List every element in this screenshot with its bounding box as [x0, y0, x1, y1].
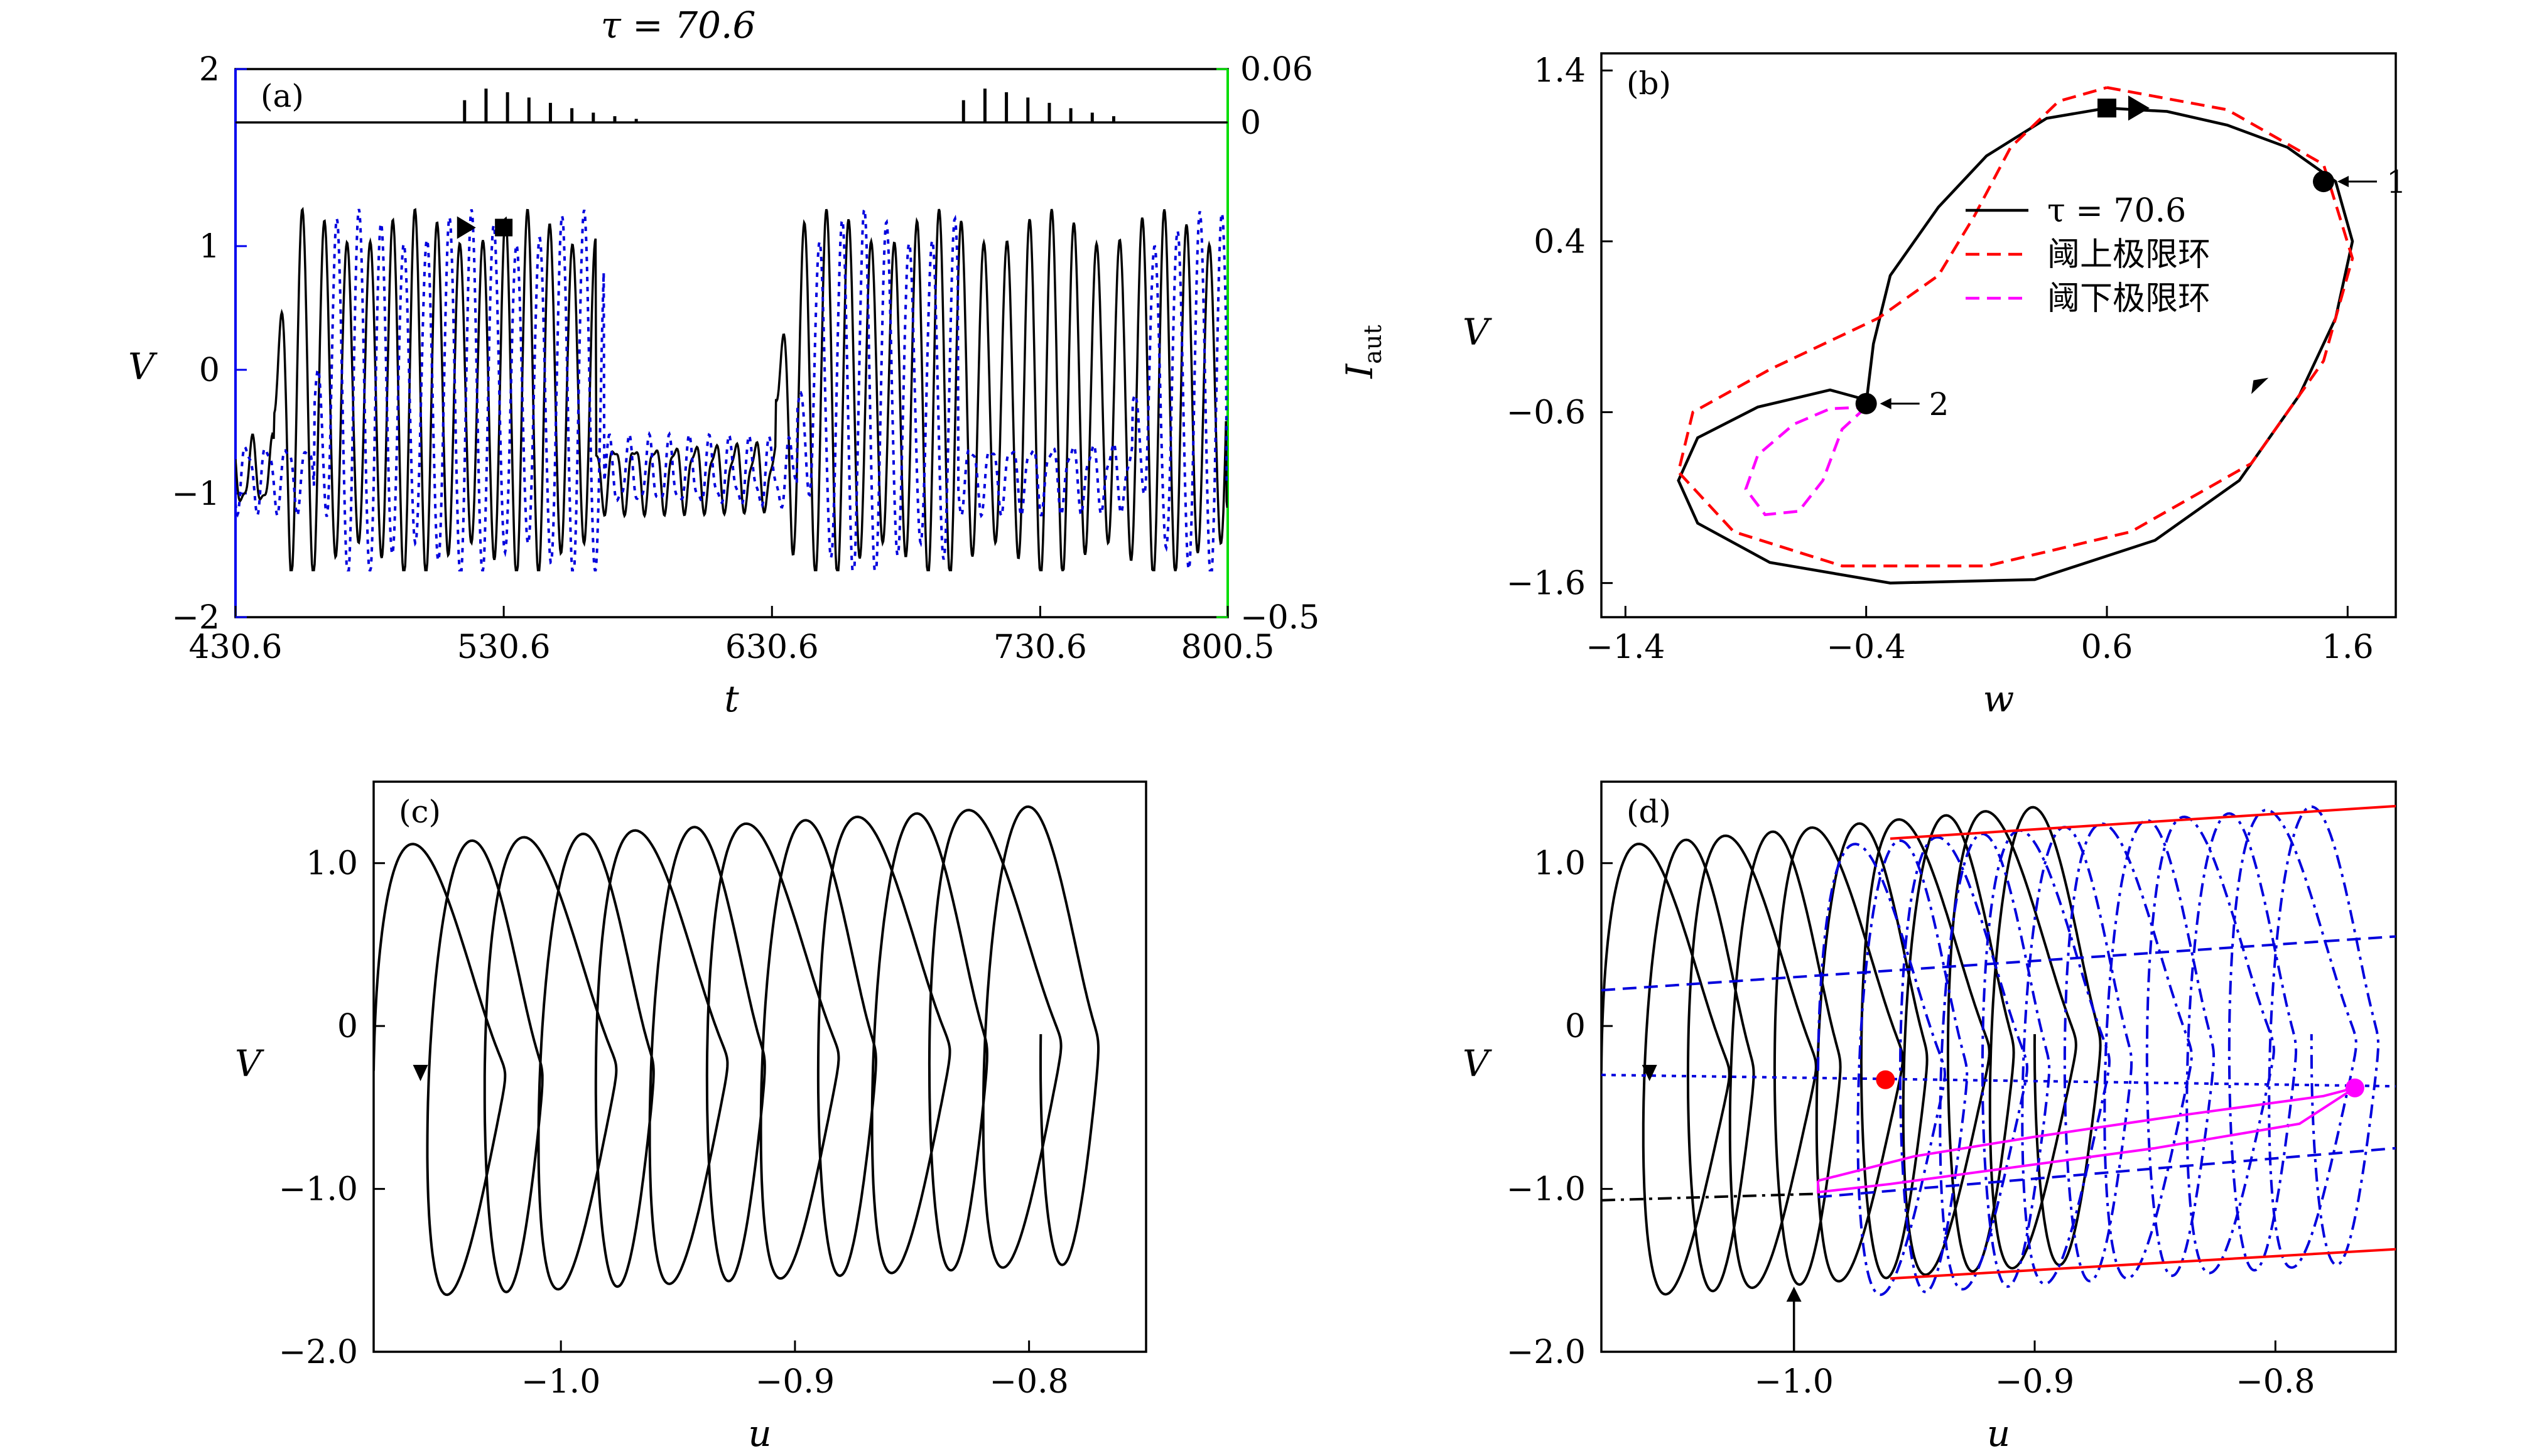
- panel-b-point-label: 1: [2386, 164, 2406, 200]
- panel-b-point-2: [1855, 392, 1877, 414]
- panel-c-frame: [372, 780, 1147, 1353]
- panel-c-xtick-label: −1.0: [521, 1363, 600, 1401]
- panel-c-ylabel: V: [235, 1042, 264, 1085]
- panel-b-xtick-label: −0.4: [1827, 628, 1906, 666]
- panel-d-ytick-label: −2.0: [1507, 1334, 1586, 1371]
- panel-b-ytick-label: −1.6: [1507, 565, 1586, 603]
- panel-d: (d) −1.0 −0.9 −0.8 −2.0 −1.0 0 1.0 Vu: [1463, 780, 2397, 1455]
- panel-b-ylabel: V: [1463, 311, 1492, 353]
- panel-d-bottom-arrowhead: [1786, 1286, 1802, 1302]
- panel-a-xtick-label: 530.6: [457, 628, 551, 666]
- panel-d-frame: [1600, 780, 2397, 1353]
- panel-a-label: (a): [261, 78, 304, 114]
- panel-d-ylabel: V: [1463, 1042, 1492, 1085]
- panel-b-frame: [1600, 52, 2397, 618]
- panel-b-series-1: [1677, 86, 2354, 568]
- panel-c-direction-arrow: [413, 1064, 428, 1081]
- panel-c-ytick-label: 0: [337, 1008, 358, 1045]
- panel-a-series-solid: [235, 207, 1228, 571]
- panel-c-ytick-label: 1.0: [306, 845, 358, 883]
- panel-b-plot-area: [1677, 86, 2354, 585]
- panel-a-ytick-label: 2: [199, 51, 220, 89]
- panel-a-series-dotted: [235, 205, 1228, 572]
- panel-d-point-1: [2345, 1078, 2364, 1097]
- panel-b-ytick-label: −0.6: [1507, 394, 1586, 431]
- panel-a-square-marker: [495, 218, 513, 237]
- panel-b-ytick-label: 0.4: [1534, 223, 1586, 261]
- panel-b-point-label: 2: [1929, 386, 1949, 423]
- panel-a-ytick-label: −1: [171, 475, 220, 513]
- panel-d-series-3: [1890, 1248, 2396, 1280]
- panel-c-ytick-label: −2.0: [279, 1334, 358, 1371]
- panel-b-legend-entry-1: 阈上极限环: [2047, 236, 2211, 274]
- panel-b-point-arrowhead: [2337, 176, 2349, 188]
- panel-d-xlabel: u: [1987, 1412, 2010, 1453]
- panel-c: (c) −1.0 −0.9 −0.8 −2.0 −1.0 0 1.0 Vu: [235, 780, 1147, 1455]
- panel-c-label: (c): [399, 794, 441, 830]
- panel-d-ytick-label: 1.0: [1534, 845, 1586, 883]
- panel-a-title: τ = 70.6: [601, 4, 756, 46]
- panel-b-point-arrowhead: [1880, 397, 1892, 409]
- panel-a-ylabel: V: [128, 345, 158, 388]
- panel-c-xtick-label: −0.9: [755, 1363, 835, 1401]
- panel-d-series-7: [1601, 1192, 1819, 1202]
- panel-c-series-0: [374, 805, 1100, 1297]
- panel-d-xtick-label: −1.0: [1755, 1363, 1834, 1401]
- panel-d-xtick-label: −0.8: [2236, 1363, 2315, 1401]
- panel-d-series-4: [1601, 935, 2396, 992]
- panel-b-xtick-label: −1.4: [1586, 628, 1665, 666]
- panel-d-series-5: [1601, 1074, 2396, 1088]
- panel-d-point-0: [1876, 1070, 1895, 1089]
- panel-b-xtick-label: 0.6: [2081, 628, 2133, 666]
- panel-c-xlabel: u: [748, 1412, 771, 1453]
- panel-d-ytick-label: −1.0: [1507, 1171, 1586, 1209]
- panel-a-xtick-label: 800.5: [1181, 628, 1275, 666]
- panel-a: τ = 70.6 (a) 430.6 530.6 630.6 730.6 800.5 −2 −1…: [128, 4, 1387, 720]
- panel-c-ytick-label: −1.0: [279, 1171, 358, 1209]
- panel-b-square-marker: [2097, 99, 2116, 118]
- panel-c-xtick-label: −0.8: [989, 1363, 1068, 1401]
- panel-d-plot-area: [1601, 804, 2396, 1297]
- panel-d-ytick-label: 0: [1565, 1008, 1586, 1045]
- panel-a-ylabel-right-sub: aut: [1359, 325, 1387, 364]
- panel-b-ytick-label: 1.4: [1534, 52, 1586, 90]
- panel-a-plot-area: [235, 205, 1228, 572]
- panel-d-series-0: [1601, 806, 2102, 1296]
- panel-d-series-6: [1817, 1146, 2396, 1199]
- panel-a-xlabel: t: [724, 677, 739, 720]
- panel-a-xtick-label: 730.6: [993, 628, 1087, 666]
- panel-b-legend-entry-0: τ = 70.6: [2047, 192, 2186, 230]
- panel-a-xtick-label: 430.6: [189, 628, 283, 666]
- panel-b-series-2: [1744, 406, 1868, 517]
- panel-b-direction-arrow: [2251, 377, 2269, 394]
- panel-a-triangle-marker: [457, 216, 476, 239]
- panel-d-direction-arrow: [1642, 1064, 1657, 1081]
- panel-c-plot-area: [374, 805, 1100, 1297]
- panel-a-ytick-label: 1: [199, 228, 220, 266]
- panel-a-ytick-right-label: 0: [1240, 104, 1261, 142]
- panel-b: (b) −1.4 −0.4 0.6 1.6 −1.6 −0.6 0.4 1.4 Vw 1 2 τ = 7…: [1463, 52, 2406, 720]
- panel-b-xlabel: w: [1983, 677, 2015, 720]
- panel-b-xtick-label: 1.6: [2322, 628, 2374, 666]
- panel-d-series-2: [1890, 804, 2396, 840]
- panel-d-series-8: [1817, 1086, 2356, 1194]
- panel-d-label: (d): [1626, 794, 1671, 830]
- panel-a-ytick-right-label: −0.5: [1240, 599, 1319, 637]
- panel-b-series-0: [1677, 106, 2354, 585]
- panel-a-ytick-right-label: 0.06: [1240, 51, 1313, 89]
- panel-a-xtick-label: 630.6: [725, 628, 819, 666]
- panel-a-ytick-label: 0: [199, 352, 220, 389]
- panel-a-ylabel-right: Iaut: [1338, 325, 1387, 379]
- panel-b-label: (b): [1626, 65, 1671, 102]
- panel-d-xtick-label: −0.9: [1995, 1363, 2074, 1401]
- panel-b-triangle-marker: [2128, 95, 2150, 121]
- panel-d-series-1: [1817, 805, 2379, 1297]
- panel-a-ytick-label: −2: [171, 599, 220, 637]
- panel-b-legend-entry-2: 阈下极限环: [2047, 280, 2211, 318]
- panel-b-point-1: [2313, 171, 2334, 193]
